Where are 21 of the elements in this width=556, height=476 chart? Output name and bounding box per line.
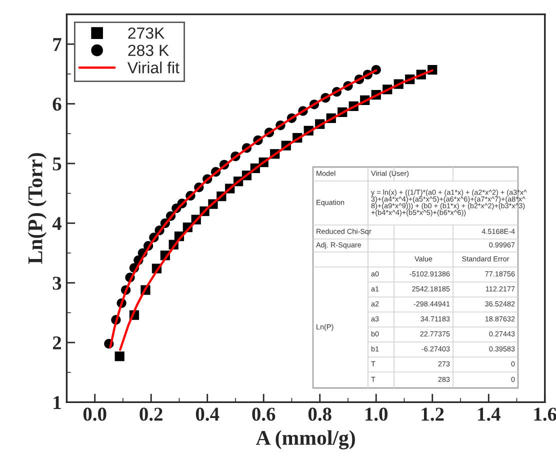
x-axis-title: A (mmol/g): [256, 430, 355, 450]
x-tick-label: 0.4: [196, 408, 220, 421]
y-tick-label: 6: [52, 98, 62, 111]
x-tick-label: 0.6: [252, 408, 276, 421]
x-tick-label: 0.8: [308, 408, 332, 421]
y-tick-label: 3: [52, 276, 62, 290]
x-tick-label: 1.4: [478, 408, 500, 421]
y-axis-title: Ln(P) (Torr): [28, 153, 47, 264]
legend-label: Virial fit: [127, 62, 180, 74]
x-tick-label: 0.0: [83, 408, 106, 421]
y-tick-label: 2: [52, 336, 62, 350]
x-tick-label: 0.2: [140, 408, 162, 421]
x-tick-label: 1.6: [534, 408, 556, 421]
x-tick-label: 1.0: [366, 408, 388, 421]
legend-label: 283 K: [128, 44, 169, 56]
y-tick-label: 5: [52, 158, 62, 170]
x-tick-label: 1.2: [422, 408, 444, 421]
y-tick-label: 7: [53, 38, 62, 51]
y-tick-label: 1: [54, 396, 61, 409]
y-tick-label: 4: [52, 217, 62, 230]
legend-label: 273K: [128, 27, 165, 39]
